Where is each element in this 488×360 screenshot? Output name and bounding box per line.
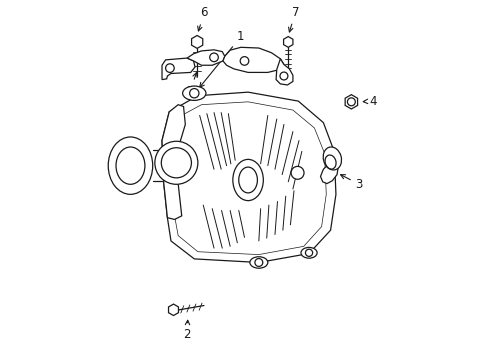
Polygon shape [187, 50, 224, 65]
Polygon shape [168, 304, 178, 316]
Polygon shape [276, 59, 292, 85]
Text: 3: 3 [340, 175, 362, 191]
Circle shape [346, 98, 355, 106]
Circle shape [305, 249, 312, 256]
Polygon shape [170, 102, 325, 255]
Circle shape [165, 64, 174, 72]
Polygon shape [223, 47, 284, 72]
Ellipse shape [323, 147, 341, 170]
Polygon shape [320, 159, 338, 184]
Circle shape [280, 72, 287, 80]
Circle shape [209, 53, 218, 62]
Polygon shape [191, 36, 203, 48]
Polygon shape [162, 58, 195, 80]
Text: 5: 5 [186, 73, 197, 98]
Circle shape [161, 148, 191, 178]
Ellipse shape [232, 159, 263, 201]
Text: 6: 6 [197, 6, 208, 31]
Text: 8: 8 [109, 162, 122, 175]
Circle shape [189, 89, 199, 98]
Text: 7: 7 [288, 6, 299, 32]
Text: 1: 1 [199, 30, 244, 87]
Circle shape [240, 57, 248, 65]
Text: 4: 4 [363, 95, 377, 108]
Ellipse shape [249, 257, 267, 268]
Circle shape [254, 258, 262, 266]
Polygon shape [162, 92, 335, 262]
Circle shape [155, 141, 198, 184]
Polygon shape [162, 105, 185, 220]
Polygon shape [345, 95, 357, 109]
Ellipse shape [301, 247, 317, 258]
Ellipse shape [182, 86, 205, 100]
Circle shape [290, 166, 304, 179]
Text: 2: 2 [183, 320, 190, 341]
Ellipse shape [108, 137, 152, 194]
Polygon shape [283, 37, 292, 47]
